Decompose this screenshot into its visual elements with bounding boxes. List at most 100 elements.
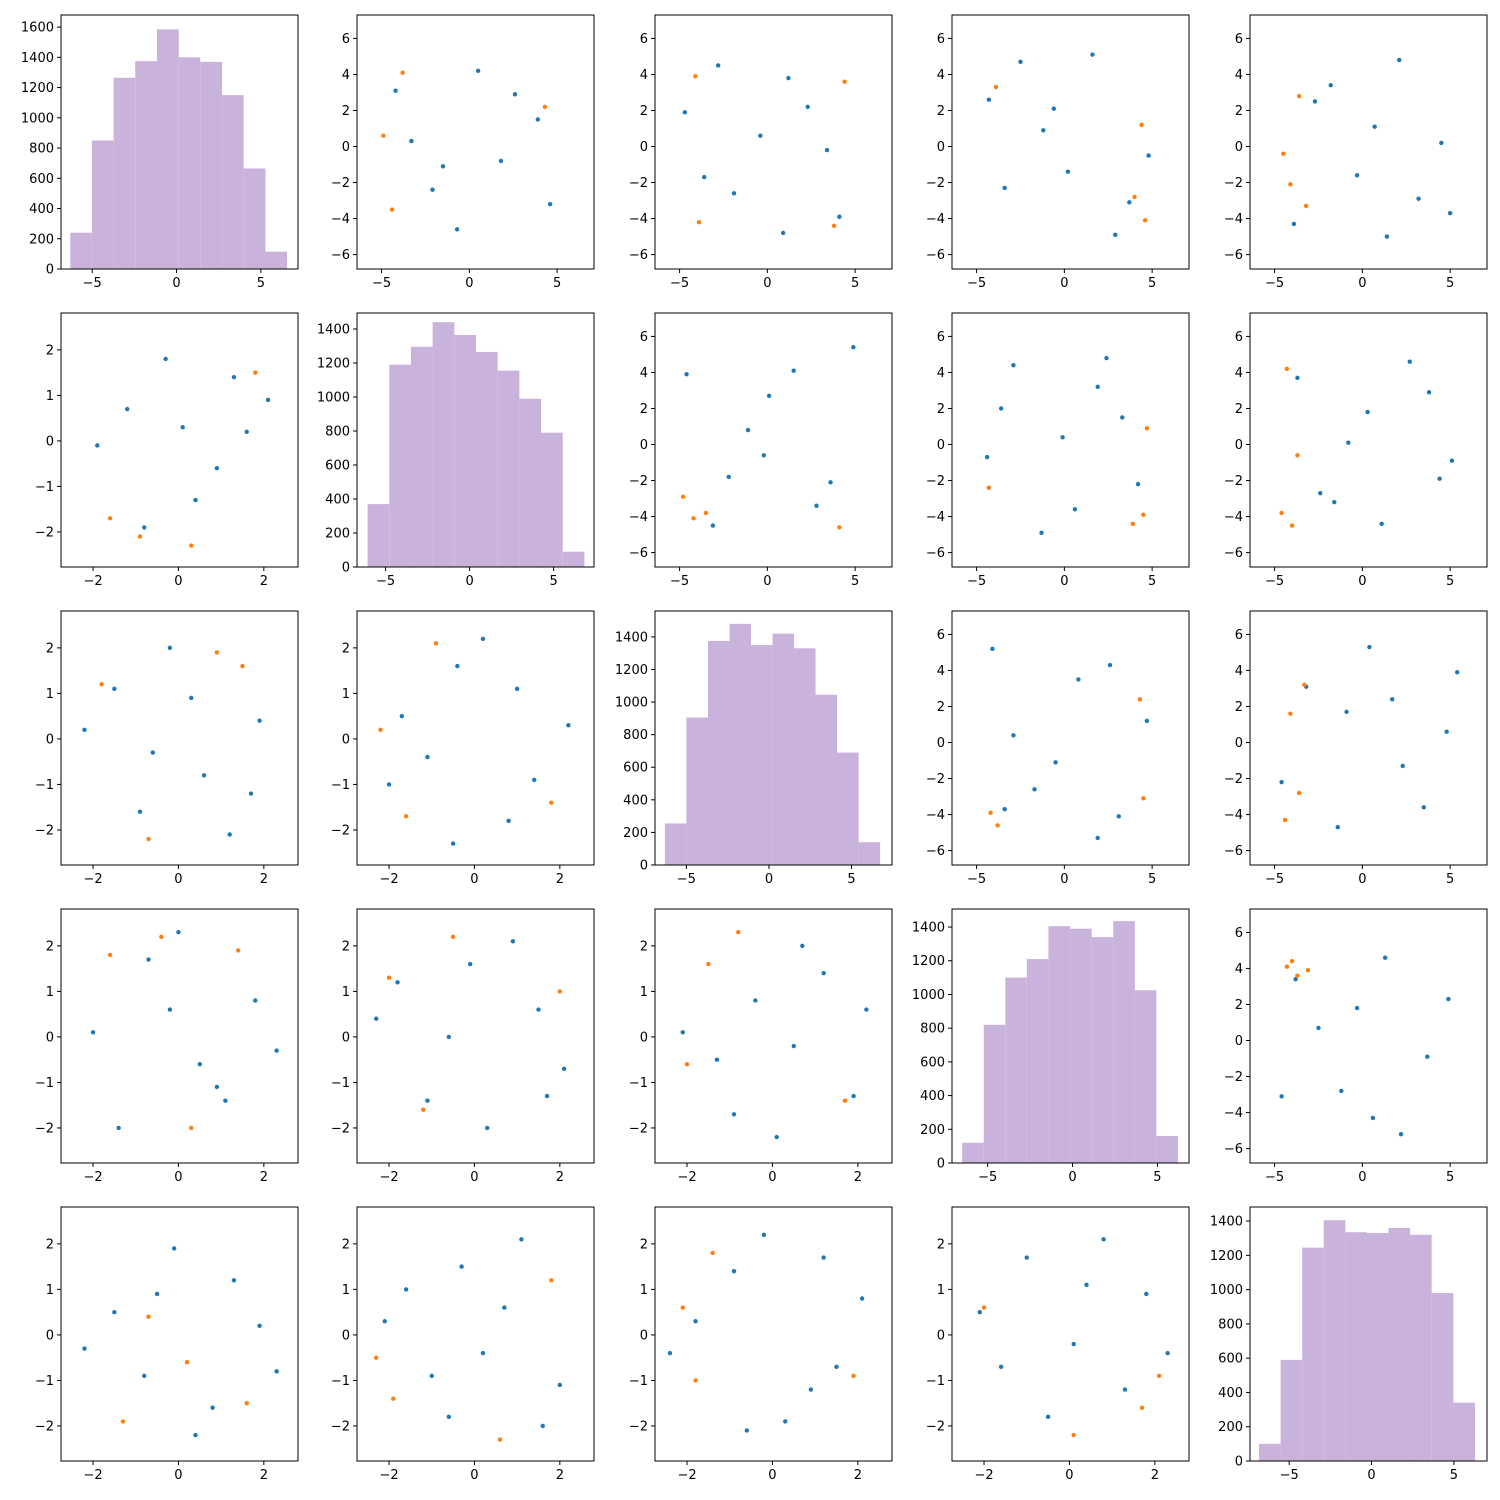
y-tick-label: 0: [342, 732, 350, 747]
x-tick-label: −2: [83, 1468, 102, 1483]
y-tick-label: 6: [1235, 926, 1243, 941]
y-tick-label: −4: [926, 212, 945, 227]
plot-area: [95, 356, 271, 548]
y-tick-label: 0: [46, 434, 54, 449]
y-tick-label: 4: [937, 366, 945, 381]
scatter-point: [189, 695, 194, 701]
y-tick-label: 0: [46, 732, 54, 747]
histogram-bar: [156, 29, 179, 269]
scatter-point: [1076, 677, 1081, 682]
scatter-point: [684, 1062, 690, 1067]
histogram-bar: [750, 645, 773, 865]
histogram-bar: [1388, 1227, 1411, 1461]
x-tick-label: 0: [763, 574, 771, 589]
y-tick-label: 2: [46, 641, 54, 656]
scatter-point: [253, 370, 258, 375]
y-tick-label: 2: [640, 939, 648, 954]
y-tick-label: 4: [342, 68, 350, 83]
y-tick-label: 400: [1218, 1386, 1243, 1401]
plot-area: [90, 930, 279, 1131]
scatter-point: [1303, 203, 1309, 209]
axes-frame: [951, 908, 1190, 1164]
plot-area: [70, 29, 288, 269]
scatter-point: [510, 939, 516, 944]
plot-area: [680, 930, 869, 1140]
scatter-point: [455, 663, 460, 669]
scatter-point: [1165, 1350, 1170, 1356]
scatter-point: [1144, 718, 1150, 724]
y-tick-label: 600: [29, 172, 54, 187]
y-tick-label: 1: [640, 985, 648, 1000]
scatter-point: [120, 1419, 126, 1424]
y-tick-label: 6: [1235, 628, 1243, 643]
scatter-point: [480, 1350, 486, 1356]
y-tick-label: 0: [640, 1030, 648, 1045]
scatter-point: [150, 750, 156, 755]
scatter-point: [142, 525, 147, 530]
y-tick-label: 0: [937, 1157, 945, 1172]
y-tick-label: −1: [35, 778, 54, 793]
axes-frame: [60, 908, 299, 1164]
scatter-point: [998, 406, 1004, 411]
scatter-point: [761, 1232, 767, 1237]
y-tick-label: 1200: [912, 954, 945, 969]
x-tick-label: 5: [1148, 276, 1156, 291]
scatter-point: [1379, 521, 1384, 526]
y-tick-label: 0: [1235, 736, 1243, 751]
y-tick-label: 1: [342, 687, 350, 702]
scatter-point: [744, 1428, 750, 1433]
x-tick-label: −2: [379, 1170, 398, 1185]
scatter-point: [540, 1423, 545, 1429]
x-tick-label: −5: [1265, 872, 1284, 887]
plot-area: [1279, 644, 1460, 830]
y-tick-label: −1: [926, 1374, 945, 1389]
x-tick-label: −5: [670, 276, 689, 291]
y-tick-label: 2: [640, 104, 648, 119]
scatter-point: [391, 1396, 396, 1401]
plot-area: [977, 1237, 1170, 1438]
histogram-bar: [1113, 921, 1135, 1163]
y-tick-label: 0: [937, 1328, 945, 1343]
scatter-point: [1072, 507, 1078, 512]
scatter-point: [710, 1250, 715, 1256]
scatter-point: [1316, 1025, 1321, 1031]
panel: −5 0 5 0 200 400 600 800 1000 1200 1400: [615, 610, 893, 887]
histogram-bar: [389, 364, 411, 567]
scatter-point: [193, 497, 198, 503]
x-tick-label: −5: [1265, 574, 1284, 589]
x-tick-label: −2: [83, 1170, 102, 1185]
scatter-point: [1113, 232, 1118, 237]
axes-frame: [951, 610, 1190, 866]
scatter-point: [542, 104, 548, 110]
x-tick-label: 0: [1358, 276, 1366, 291]
x-tick-label: −5: [967, 276, 986, 291]
scatter-point: [1120, 415, 1125, 420]
scatter-point: [502, 1305, 507, 1310]
axes-frame: [60, 312, 299, 568]
x-tick-label: 5: [553, 276, 561, 291]
scatter-point: [693, 1319, 698, 1324]
y-tick-label: 4: [1235, 664, 1243, 679]
y-tick-label: −4: [1224, 510, 1243, 525]
histogram-bar: [815, 694, 838, 865]
x-tick-label: 0: [1358, 872, 1366, 887]
scatter-point: [682, 110, 688, 115]
scatter-point: [1382, 955, 1388, 960]
histogram-bar: [837, 752, 859, 865]
scatter-point: [535, 117, 541, 122]
plot-area: [667, 1232, 865, 1433]
y-tick-label: 200: [623, 826, 648, 841]
scatter-point: [1107, 662, 1113, 668]
scatter-point: [1146, 153, 1151, 158]
scatter-point: [389, 207, 395, 212]
axes-frame: [60, 610, 299, 866]
scatter-point: [703, 510, 709, 516]
scatter-point: [99, 682, 104, 687]
x-tick-label: 5: [1446, 1170, 1454, 1185]
x-tick-label: 5: [1446, 872, 1454, 887]
histogram-bar: [1431, 1293, 1454, 1461]
panel: −5 0 5 −6 −4 −2 0 2 4 6: [926, 14, 1190, 291]
x-tick-label: 2: [556, 872, 564, 887]
y-tick-label: −1: [331, 1374, 350, 1389]
scatter-point: [774, 1134, 779, 1140]
